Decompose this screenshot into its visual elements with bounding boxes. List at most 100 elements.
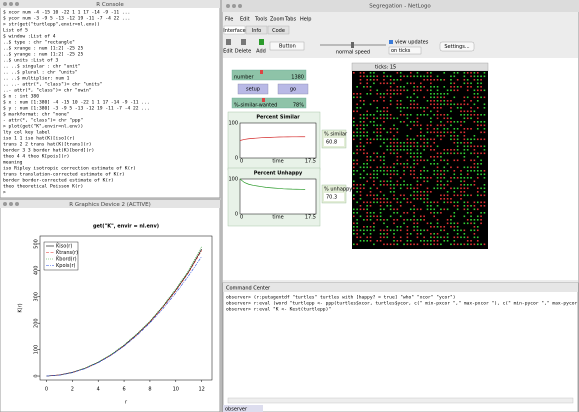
turtle (373, 195, 375, 197)
turtle (467, 177, 469, 179)
scrollbar[interactable] (228, 398, 573, 403)
window-button[interactable] (15, 202, 19, 206)
turtle (356, 223, 358, 225)
turtle (413, 174, 415, 176)
turtle (477, 167, 479, 169)
turtle (450, 107, 452, 109)
turtle (443, 135, 445, 137)
turtle (460, 198, 462, 200)
turtle (430, 149, 432, 151)
turtle (360, 114, 362, 116)
turtle (423, 195, 425, 197)
turtle (464, 205, 466, 207)
turtle (390, 205, 392, 207)
window-button[interactable] (226, 4, 230, 8)
turtle (450, 135, 452, 137)
window-button[interactable] (238, 4, 242, 8)
window-button[interactable] (3, 2, 7, 6)
turtle (470, 100, 472, 102)
slider-knob[interactable] (260, 70, 263, 74)
monitor-name: % similar (324, 132, 348, 138)
turtle (397, 100, 399, 102)
turtle (397, 128, 399, 130)
turtle (370, 205, 372, 207)
turtle (417, 230, 419, 232)
turtle (460, 244, 462, 246)
window-button[interactable] (9, 202, 13, 206)
turtle (417, 146, 419, 148)
turtle (433, 100, 435, 102)
toolbar-icon[interactable] (241, 39, 246, 45)
turtle (370, 191, 372, 193)
turtle (390, 118, 392, 120)
turtle (480, 132, 482, 134)
turtle (363, 76, 365, 78)
turtle (380, 93, 382, 95)
turtle (457, 79, 459, 81)
turtle (470, 160, 472, 162)
turtle (360, 97, 362, 99)
turtle (373, 139, 375, 141)
turtle (403, 149, 405, 151)
turtle (423, 76, 425, 78)
turtle (363, 219, 365, 221)
turtle (480, 202, 482, 204)
turtle (484, 153, 486, 155)
turtle (427, 198, 429, 200)
turtle (393, 188, 395, 190)
turtle (460, 195, 462, 197)
turtle (417, 107, 419, 109)
turtle (467, 114, 469, 116)
menu-item[interactable]: File (225, 17, 233, 23)
toolbar-icon[interactable] (259, 39, 264, 45)
turtle (440, 174, 442, 176)
turtle (450, 219, 452, 221)
turtle (353, 174, 355, 176)
menu-item[interactable]: Tabs (284, 17, 296, 23)
turtle (410, 121, 412, 123)
turtle (360, 184, 362, 186)
turtle (464, 156, 466, 158)
turtle (387, 205, 389, 207)
window-button[interactable] (9, 2, 13, 6)
turtle (397, 209, 399, 211)
turtle (410, 209, 412, 211)
turtle (413, 125, 415, 127)
turtle (390, 209, 392, 211)
turtle (420, 107, 422, 109)
turtle (400, 216, 402, 218)
turtle (427, 244, 429, 246)
turtle (447, 149, 449, 151)
turtle (477, 177, 479, 179)
turtle (433, 160, 435, 162)
turtle (397, 198, 399, 200)
menu-item[interactable]: Tools (254, 17, 268, 23)
turtle (370, 219, 372, 221)
view-updates-checkbox[interactable] (389, 40, 393, 44)
turtle (460, 191, 462, 193)
turtle (454, 223, 456, 225)
turtle (457, 223, 459, 225)
turtle (410, 153, 412, 155)
turtle (366, 156, 368, 158)
turtle (484, 97, 486, 99)
turtle (474, 139, 476, 141)
x-axis-label: time (272, 159, 283, 165)
turtle (457, 188, 459, 190)
speed-knob[interactable] (351, 42, 354, 48)
menu-item[interactable]: Help (300, 17, 311, 23)
window-button[interactable] (15, 2, 19, 6)
menu-item[interactable]: Zoom (270, 17, 285, 23)
window-button[interactable] (232, 4, 236, 8)
slider-knob[interactable] (262, 98, 265, 102)
turtle (360, 79, 362, 81)
menu-item[interactable]: Edit (240, 17, 250, 23)
turtle (417, 219, 419, 221)
turtle (440, 100, 442, 102)
turtle (454, 174, 456, 176)
toolbar-icon[interactable] (226, 39, 231, 45)
turtle (467, 118, 469, 120)
window-button[interactable] (3, 202, 7, 206)
console-line: iso 1 1 iso hat(K)[iso](r) (3, 136, 75, 142)
turtle (380, 114, 382, 116)
